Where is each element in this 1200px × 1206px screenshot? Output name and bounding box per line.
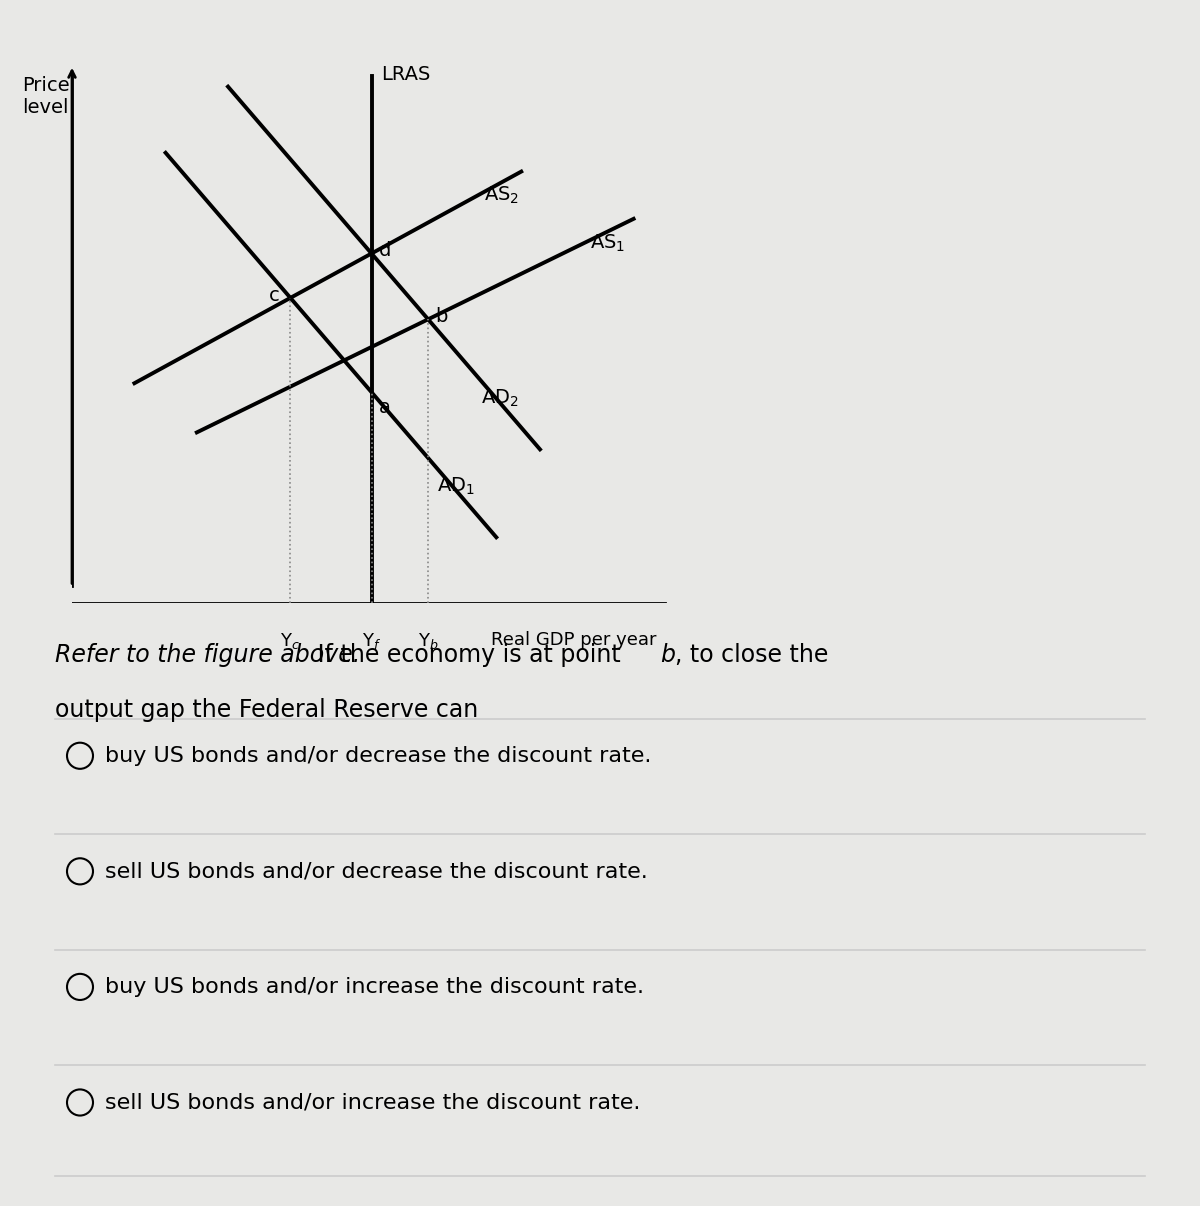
Text: c: c [269,286,280,305]
Text: Y$_f$: Y$_f$ [362,631,382,651]
Text: b: b [436,308,448,326]
Text: , to close the: , to close the [674,643,828,667]
Text: sell US bonds and/or decrease the discount rate.: sell US bonds and/or decrease the discou… [106,861,648,882]
Text: buy US bonds and/or decrease the discount rate.: buy US bonds and/or decrease the discoun… [106,745,652,766]
Text: AD$_2$: AD$_2$ [481,388,518,409]
Text: If the economy is at point: If the economy is at point [310,643,629,667]
Text: a: a [379,398,391,417]
Text: Price
level: Price level [22,76,70,117]
Text: AS$_2$: AS$_2$ [484,185,520,206]
Text: output gap the Federal Reserve can: output gap the Federal Reserve can [55,698,479,722]
Text: Real GDP per year: Real GDP per year [491,631,656,649]
Text: sell US bonds and/or increase the discount rate.: sell US bonds and/or increase the discou… [106,1093,641,1112]
Text: LRAS: LRAS [380,65,431,84]
Text: Refer to the figure above.: Refer to the figure above. [55,643,360,667]
Text: buy US bonds and/or increase the discount rate.: buy US bonds and/or increase the discoun… [106,977,644,997]
Text: AS$_1$: AS$_1$ [590,233,625,254]
Text: Y$_b$: Y$_b$ [418,631,438,651]
Text: AD$_1$: AD$_1$ [437,476,475,497]
Text: b: b [660,643,674,667]
Text: d: d [379,241,391,260]
Text: Y$_c$: Y$_c$ [281,631,300,651]
